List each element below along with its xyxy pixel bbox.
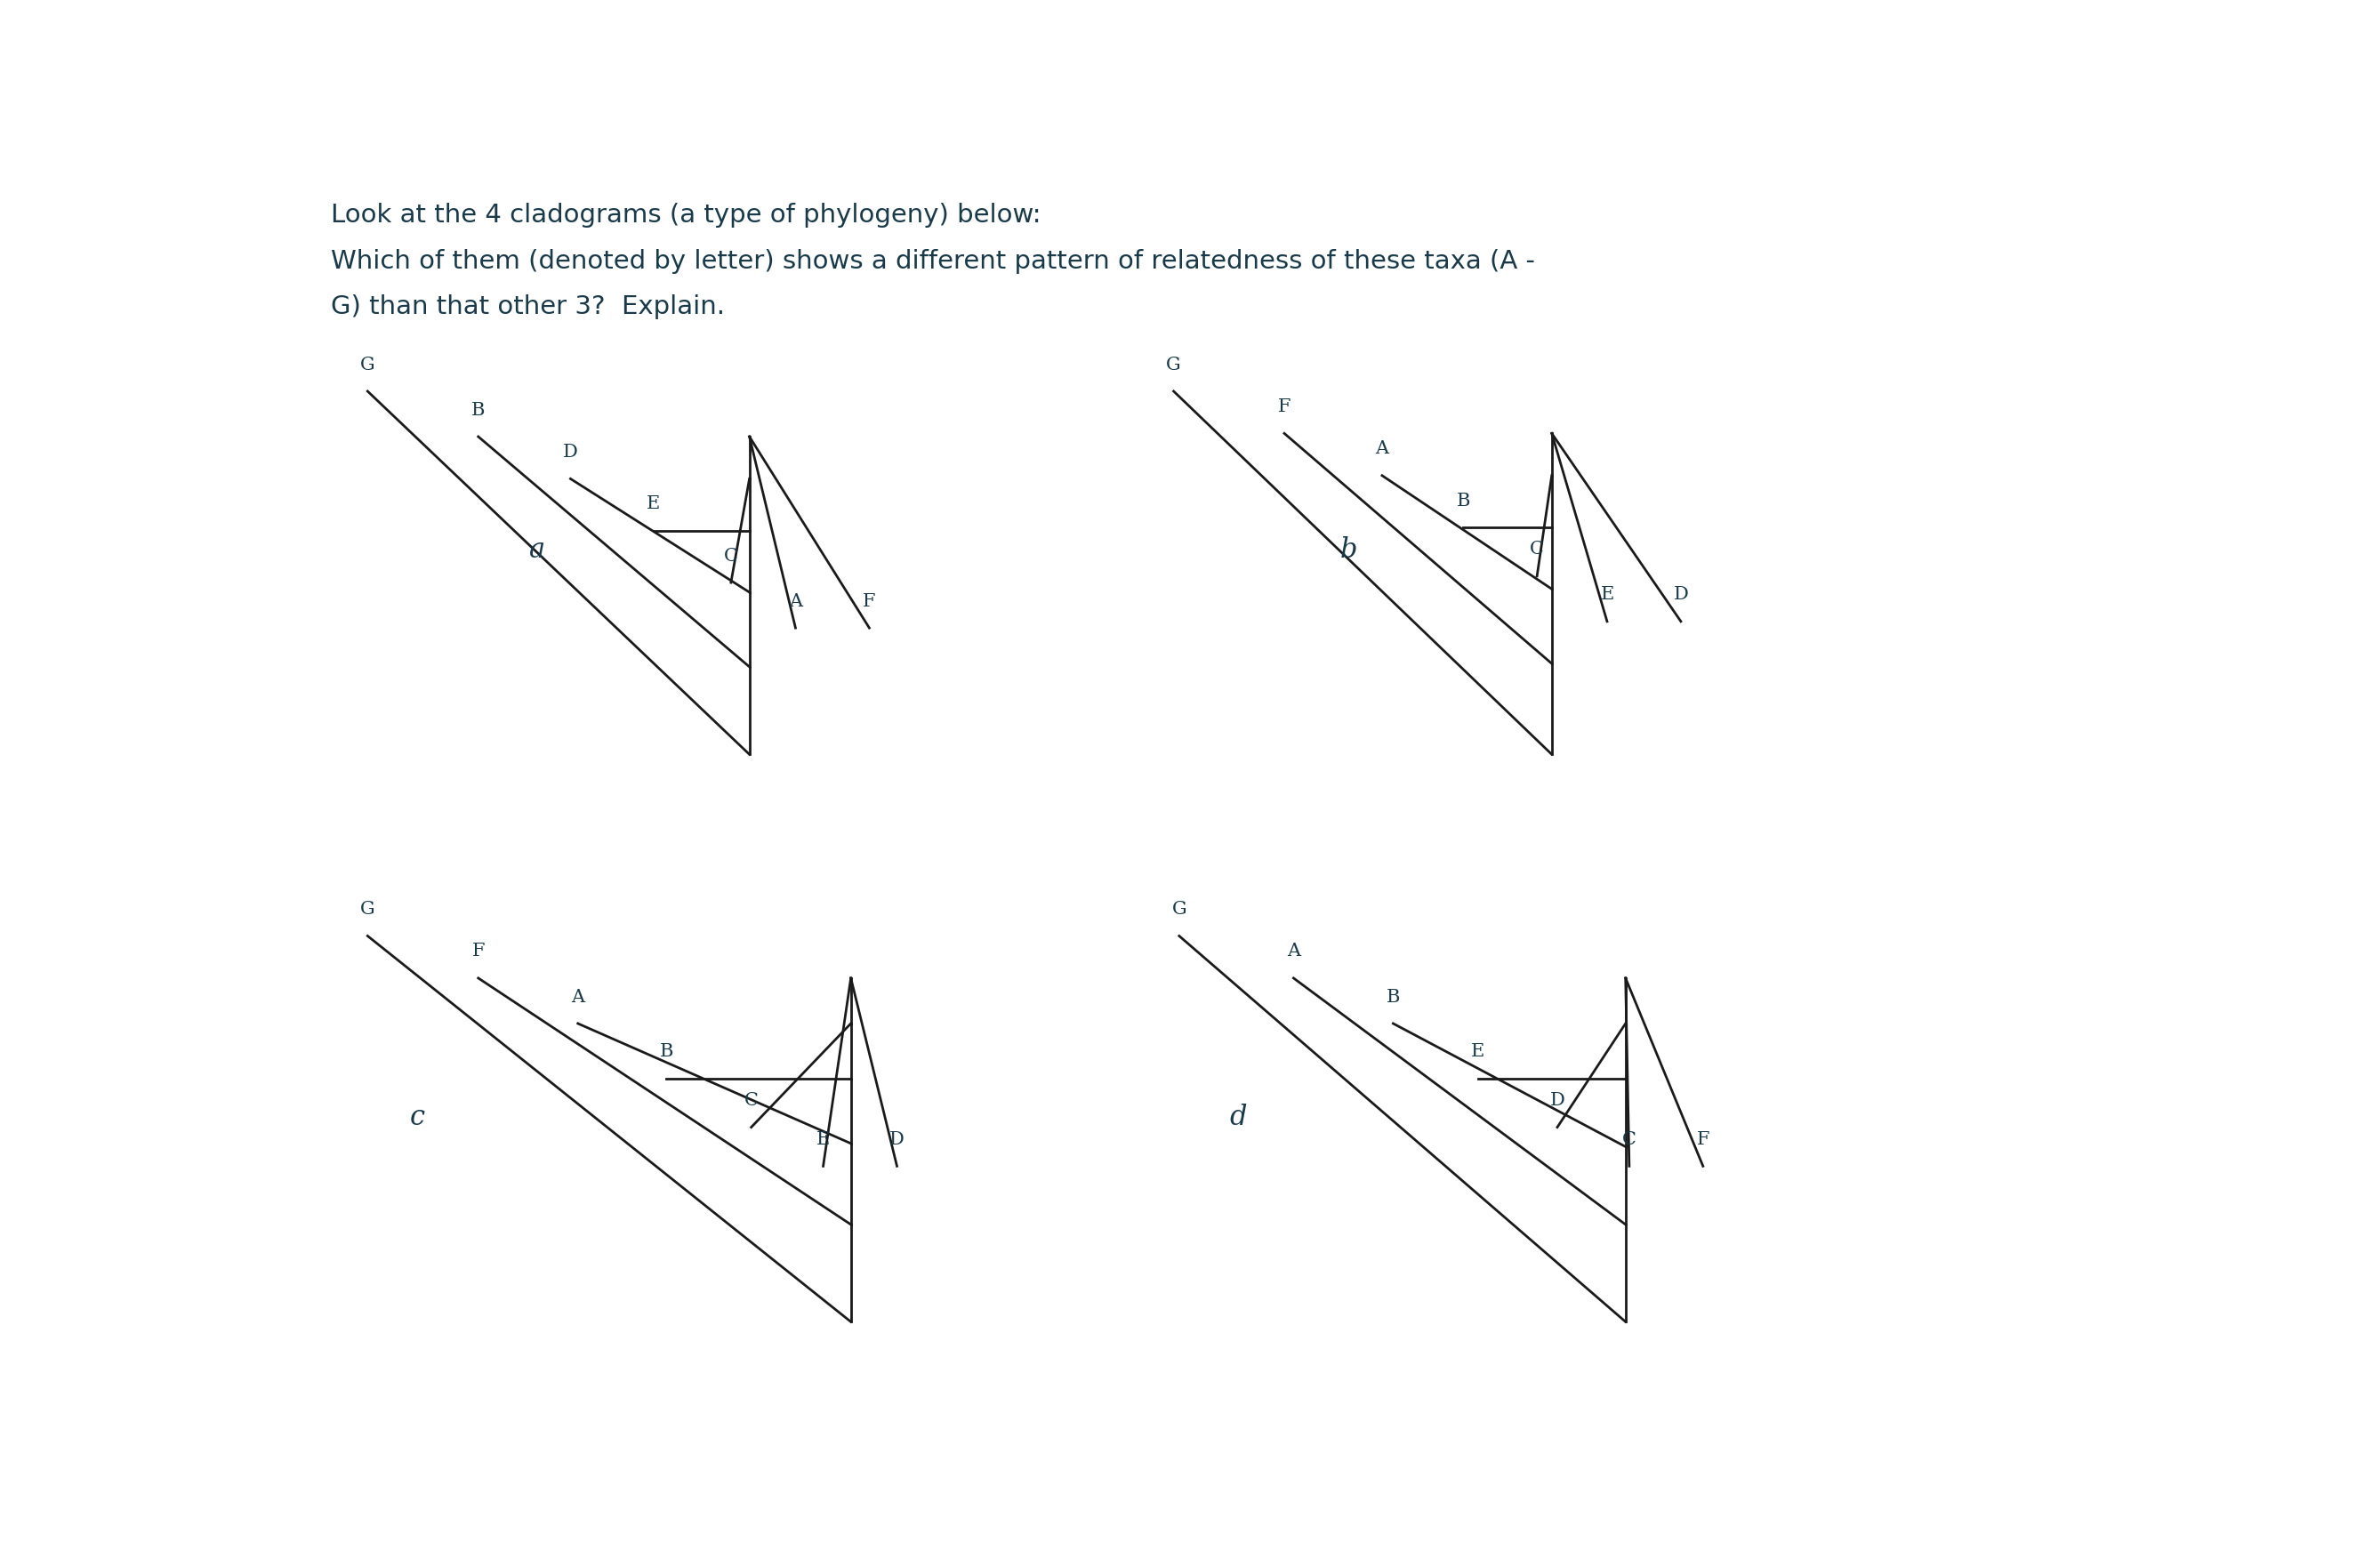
Text: A: A [571, 988, 585, 1005]
Text: Which of them (denoted by letter) shows a different pattern of relatedness of th: Which of them (denoted by letter) shows … [331, 249, 1535, 274]
Text: c: c [409, 1103, 426, 1131]
Text: F: F [471, 943, 486, 960]
Text: D: D [890, 1131, 904, 1148]
Text: B: B [1457, 492, 1471, 509]
Text: a: a [528, 536, 545, 564]
Text: B: B [659, 1044, 674, 1061]
Text: G: G [1166, 357, 1180, 372]
Text: E: E [1599, 586, 1614, 603]
Text: A: A [1376, 441, 1390, 458]
Text: E: E [647, 495, 659, 513]
Text: G: G [1171, 901, 1188, 918]
Text: C: C [1623, 1131, 1637, 1148]
Text: B: B [1385, 988, 1399, 1005]
Text: C: C [724, 547, 738, 564]
Text: B: B [471, 402, 486, 419]
Text: E: E [816, 1131, 831, 1148]
Text: F: F [1278, 399, 1290, 416]
Text: F: F [864, 594, 876, 609]
Text: C: C [1530, 541, 1545, 558]
Text: G: G [359, 357, 376, 372]
Text: D: D [1549, 1092, 1564, 1109]
Text: b: b [1340, 536, 1357, 564]
Text: C: C [745, 1092, 759, 1109]
Text: A: A [788, 594, 802, 609]
Text: d: d [1230, 1103, 1247, 1131]
Text: Look at the 4 cladograms (a type of phylogeny) below:: Look at the 4 cladograms (a type of phyl… [331, 203, 1040, 227]
Text: E: E [1471, 1044, 1485, 1061]
Text: G: G [359, 901, 376, 918]
Text: D: D [1673, 586, 1687, 603]
Text: F: F [1697, 1131, 1709, 1148]
Text: A: A [1288, 943, 1299, 960]
Text: D: D [564, 444, 578, 461]
Text: G) than that other 3?  Explain.: G) than that other 3? Explain. [331, 294, 724, 319]
